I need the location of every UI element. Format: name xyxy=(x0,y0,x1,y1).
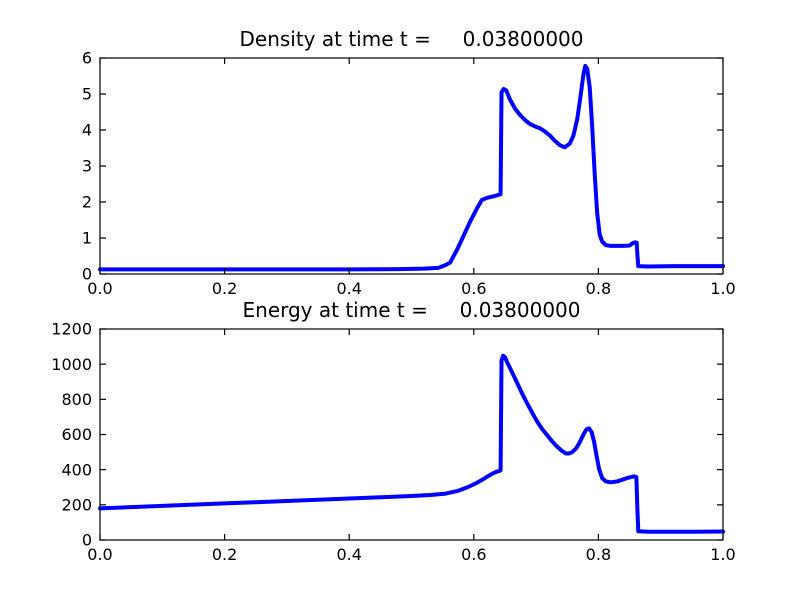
y-tick-label: 6 xyxy=(82,49,92,68)
series-line-density xyxy=(98,63,725,272)
x-tick-label: 0.0 xyxy=(87,279,112,298)
axes-frame xyxy=(99,328,724,541)
x-tick-label: 1.0 xyxy=(710,545,735,564)
y-tick-label: 800 xyxy=(61,390,92,409)
x-tick-label: 0.8 xyxy=(586,545,611,564)
x-tick-label: 0.0 xyxy=(87,545,112,564)
chart-density: 0.0 0.2 0.4 0.6 0.8 1.0 0 1 2 3 4 5 6 Density at time… xyxy=(82,27,736,298)
plot-title: Density at time t = 0.03800000 xyxy=(239,27,583,51)
x-tick-label: 0.4 xyxy=(336,545,361,564)
x-tick-label: 0.6 xyxy=(461,279,486,298)
y-tick-label: 200 xyxy=(61,495,92,514)
chart-energy: 0.0 0.2 0.4 0.6 0.8 1.0 0 200 400 600 800 1000 1200 E… xyxy=(51,298,735,564)
y-tick-label: 4 xyxy=(82,121,92,140)
plot-title: Energy at time t = 0.03800000 xyxy=(243,298,581,322)
axes-frame xyxy=(99,57,724,275)
x-tick-label: 1.0 xyxy=(710,279,735,298)
x-tick-label: 0.8 xyxy=(586,279,611,298)
x-tick-label: 0.2 xyxy=(212,545,237,564)
y-tick-label: 2 xyxy=(82,193,92,212)
y-tick-label: 0 xyxy=(82,265,92,284)
y-tick-label: 400 xyxy=(61,460,92,479)
y-tick-label: 3 xyxy=(82,157,92,176)
y-tick-label: 1000 xyxy=(51,355,92,374)
x-tick-label: 0.6 xyxy=(461,545,486,564)
y-tick-label: 600 xyxy=(61,425,92,444)
x-tick-label: 0.4 xyxy=(336,279,361,298)
series-line-energy xyxy=(98,353,725,534)
x-tick-label: 0.2 xyxy=(212,279,237,298)
y-tick-label: 5 xyxy=(82,85,92,104)
y-tick-label: 0 xyxy=(82,531,92,550)
y-tick-label: 1200 xyxy=(51,320,92,339)
y-tick-label: 1 xyxy=(82,229,92,248)
